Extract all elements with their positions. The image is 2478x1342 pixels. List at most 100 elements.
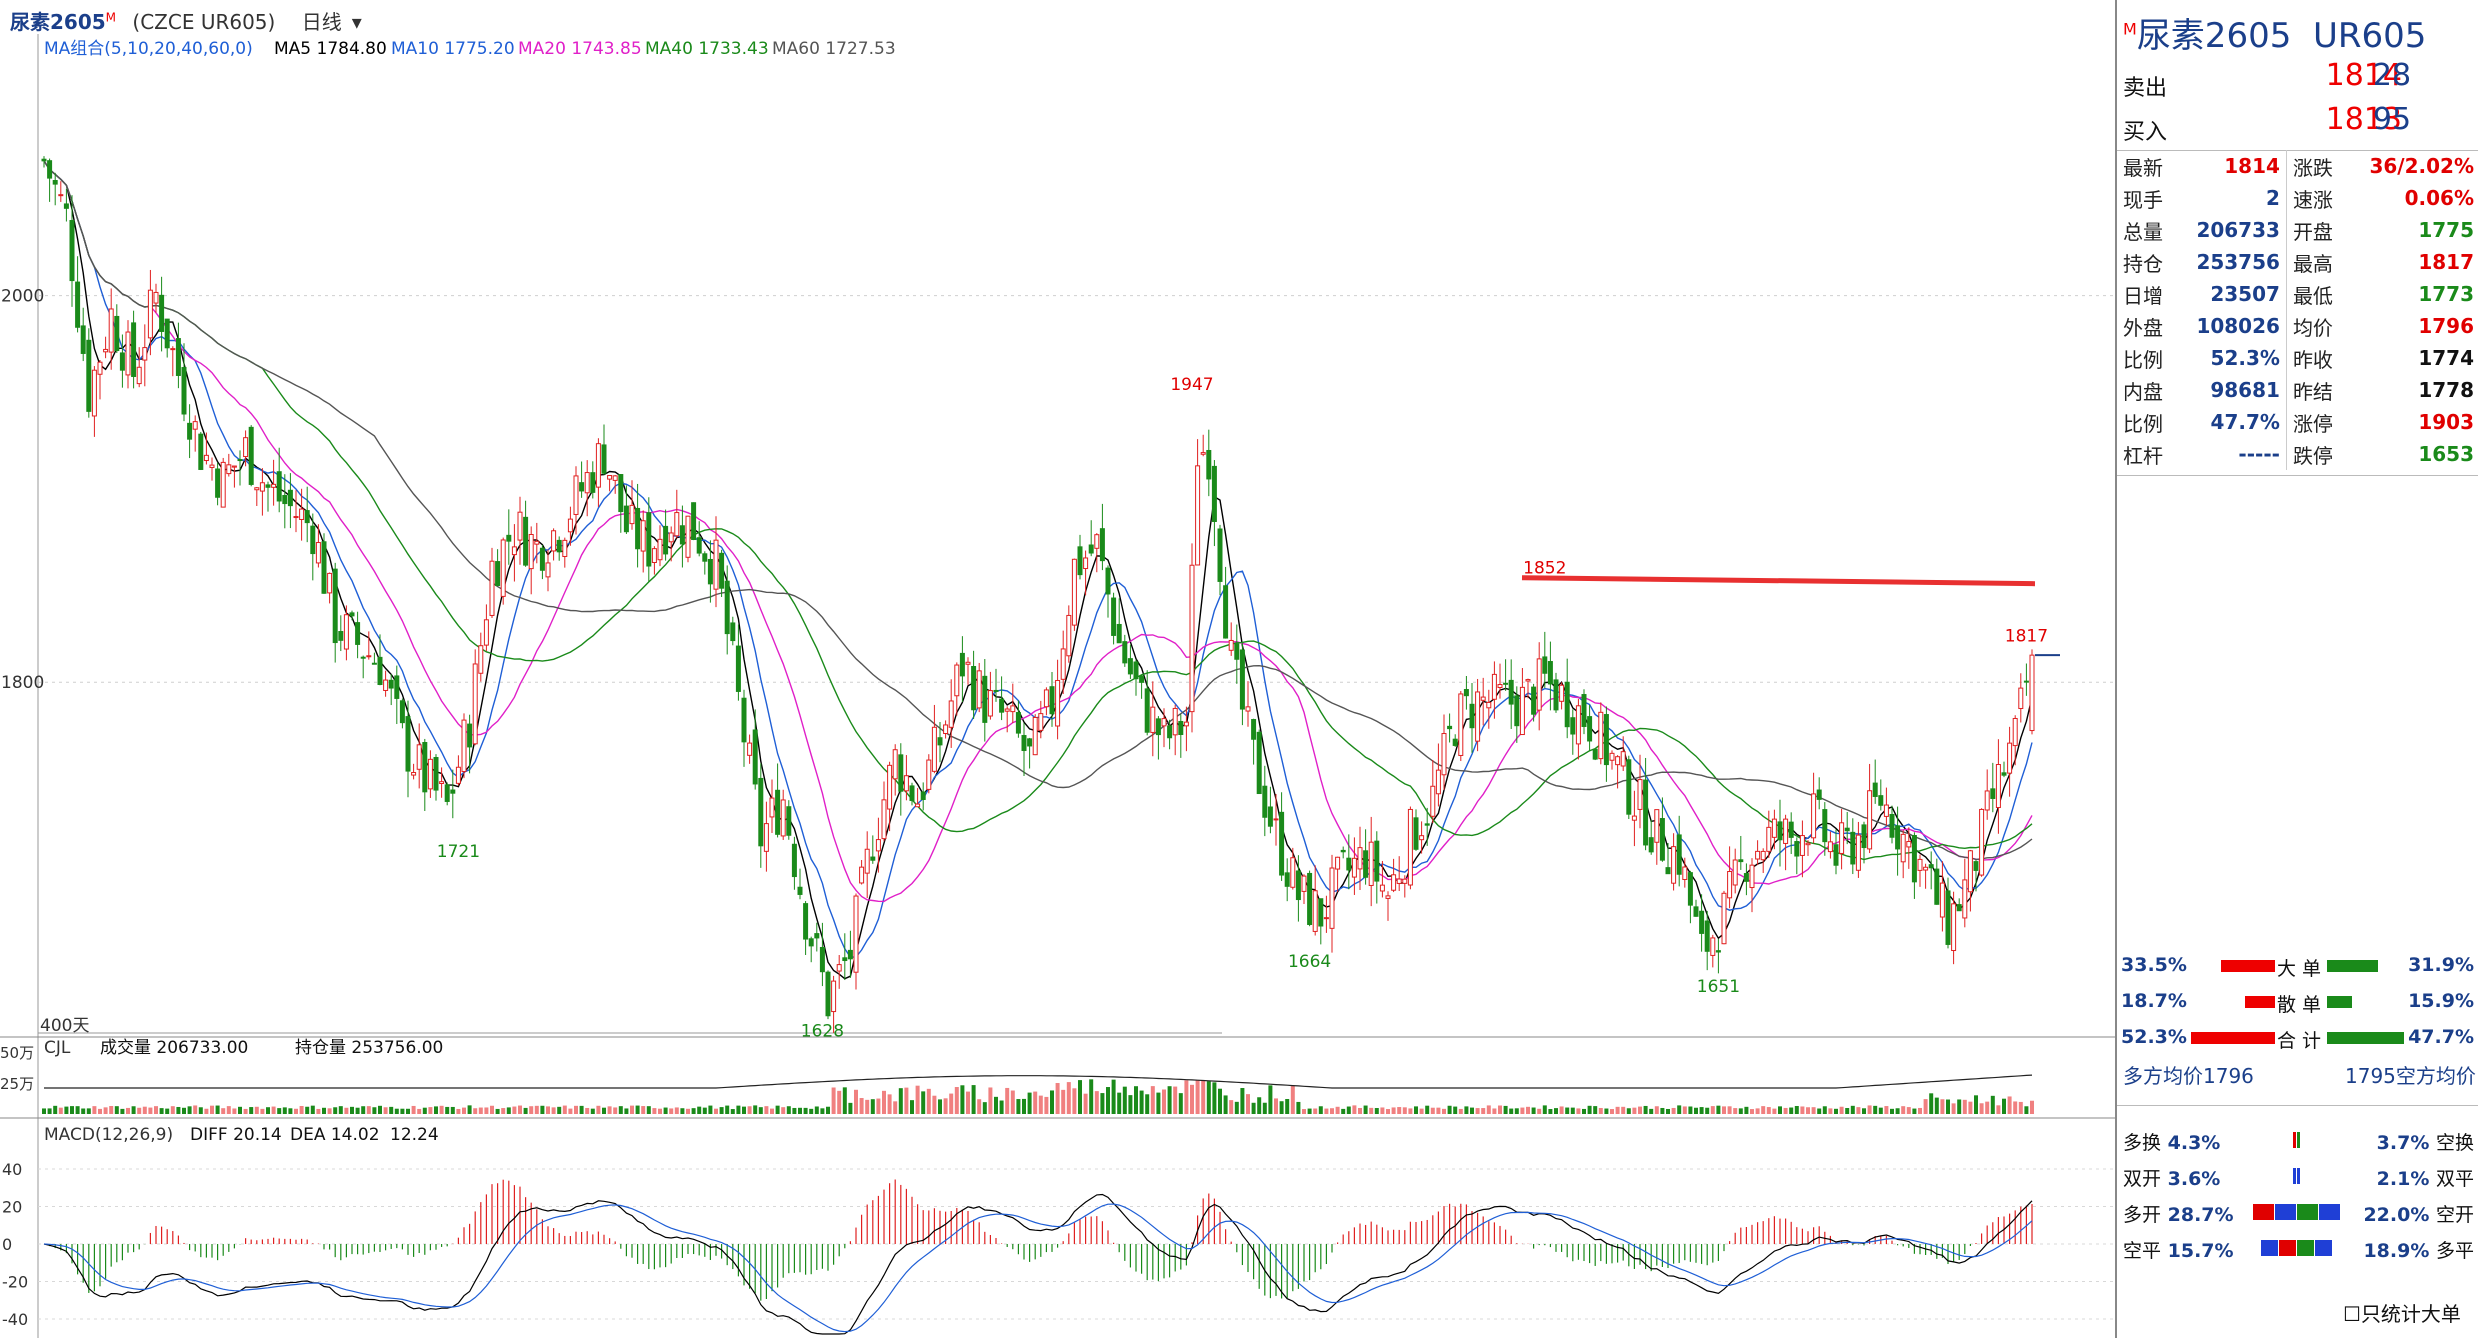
volume-bar bbox=[1262, 1102, 1267, 1114]
sell-row[interactable]: 卖出 1814 28 bbox=[2117, 58, 2478, 102]
candle-body bbox=[808, 938, 814, 947]
chart-area[interactable]: 1721 1628 1947 1664 1852 1651 1817 2000 1800 400… bbox=[0, 34, 2115, 1338]
volume-bar bbox=[820, 1108, 825, 1114]
candle-body bbox=[1553, 679, 1559, 711]
volume-bar bbox=[316, 1108, 321, 1114]
candle-body bbox=[1531, 686, 1537, 715]
quote-label: 外盘 bbox=[2123, 315, 2163, 340]
order-flow-left: 52.3% bbox=[2121, 1026, 2187, 1048]
quote-row: 持仓 253756 最高 1817 bbox=[2117, 246, 2478, 278]
volume-bar bbox=[1621, 1106, 1626, 1114]
candle-body bbox=[1357, 847, 1363, 870]
candle-body bbox=[1671, 846, 1677, 884]
candle-body bbox=[545, 562, 551, 578]
candle-body bbox=[1021, 735, 1027, 752]
volume-bar bbox=[383, 1107, 388, 1114]
quote-table: 最新 1814 涨跌 36/2.02% 现手 2 速涨 0.06% 总量 206733 开盘 1775… bbox=[2117, 150, 2478, 470]
quote-label: 现手 bbox=[2123, 187, 2163, 212]
volume-bar bbox=[42, 1108, 46, 1114]
volume-bar bbox=[333, 1107, 338, 1114]
buy-row[interactable]: 买入 1813 95 bbox=[2117, 102, 2478, 146]
candle-body bbox=[80, 325, 86, 354]
period-select[interactable]: 日线 ▾ bbox=[301, 9, 362, 34]
volume-bar bbox=[1447, 1105, 1452, 1114]
candle-body bbox=[696, 537, 702, 554]
candle-body bbox=[1475, 691, 1481, 742]
volume-bar bbox=[1223, 1095, 1228, 1114]
position-change-right: 18.9% 多平 bbox=[2363, 1236, 2474, 1263]
volume-bar bbox=[590, 1108, 595, 1114]
candle-body bbox=[1620, 751, 1626, 767]
candle-body bbox=[1340, 849, 1346, 853]
candle-body bbox=[1643, 779, 1649, 846]
volume-bar bbox=[938, 1099, 942, 1114]
chevron-down-icon: ▾ bbox=[351, 9, 362, 34]
quote-value: 1653 bbox=[2418, 442, 2474, 466]
candle-body bbox=[1895, 825, 1901, 850]
candle-body bbox=[343, 614, 349, 650]
volume-bar bbox=[1010, 1090, 1015, 1114]
order-flow-row: 52.3% 合 计 47.7% bbox=[2117, 1026, 2478, 1056]
volume-bar bbox=[282, 1107, 287, 1114]
candle-body bbox=[1083, 557, 1089, 570]
volume-bar bbox=[1638, 1106, 1642, 1114]
candle-body bbox=[1346, 857, 1352, 871]
quote-value: ----- bbox=[2176, 438, 2287, 470]
volume-bar bbox=[1632, 1107, 1637, 1114]
quote-label: 杠杆 bbox=[2123, 443, 2163, 468]
candle-body bbox=[668, 532, 674, 543]
volume-bar bbox=[450, 1106, 455, 1114]
volume-bar bbox=[971, 1085, 976, 1114]
volume-bar bbox=[1727, 1106, 1732, 1114]
position-change-label: 双平 bbox=[2435, 1168, 2474, 1190]
volume-bar bbox=[1845, 1108, 1850, 1114]
candle-body bbox=[1508, 679, 1514, 705]
volume-bar bbox=[781, 1107, 786, 1114]
candle-body bbox=[103, 348, 109, 353]
candle-body bbox=[702, 553, 708, 562]
candle-body bbox=[1189, 564, 1195, 713]
volume-bar bbox=[1072, 1088, 1077, 1114]
volume-tick-label: 50万 bbox=[0, 1044, 34, 1062]
candle-body bbox=[987, 690, 993, 717]
candle-body bbox=[1396, 878, 1402, 884]
volume-bar bbox=[831, 1087, 836, 1114]
volume-bar bbox=[529, 1106, 534, 1114]
volume-bar bbox=[887, 1094, 892, 1114]
candle-body bbox=[859, 866, 865, 884]
candle-body bbox=[422, 742, 428, 793]
volume-bar bbox=[1800, 1106, 1805, 1114]
candle-body bbox=[1351, 857, 1357, 878]
volume-bar bbox=[305, 1106, 310, 1114]
volume-bar bbox=[1503, 1105, 1508, 1114]
quote-row: 比例 47.7% 涨停 1903 bbox=[2117, 406, 2478, 438]
volume-bar bbox=[484, 1107, 489, 1114]
long-avg-price: 多方均价1796 bbox=[2123, 1064, 2254, 1088]
volume-bar bbox=[310, 1105, 315, 1114]
only-big-orders-checkbox[interactable]: ☐只统计大单 bbox=[2343, 1302, 2461, 1326]
volume-bar bbox=[1302, 1109, 1306, 1114]
volume-bar bbox=[702, 1107, 707, 1114]
volume-bar bbox=[58, 1107, 63, 1114]
candle-body bbox=[819, 946, 825, 973]
candle-body bbox=[663, 525, 669, 555]
candle-body bbox=[1077, 546, 1083, 576]
volume-bar bbox=[1044, 1096, 1049, 1114]
candle-body bbox=[1811, 793, 1817, 839]
candle-body bbox=[1979, 808, 1985, 876]
position-change-value: 3.6% bbox=[2161, 1168, 2221, 1190]
candle-body bbox=[1805, 842, 1811, 846]
price-annotation: 1651 bbox=[1697, 977, 1740, 997]
order-flow-row: 18.7% 散 单 15.9% bbox=[2117, 990, 2478, 1020]
volume-bar bbox=[1330, 1108, 1334, 1114]
order-flow-box bbox=[2117, 475, 2478, 946]
candle-body bbox=[584, 472, 590, 494]
volume-bar bbox=[142, 1106, 147, 1114]
volume-bar bbox=[1996, 1105, 2001, 1114]
candle-body bbox=[433, 757, 439, 791]
volume-bar bbox=[926, 1088, 931, 1114]
candle-body bbox=[1469, 703, 1475, 729]
quote-label: 速涨 bbox=[2292, 187, 2333, 212]
position-change-row: 多换 4.3% 3.7% 空换 bbox=[2117, 1128, 2478, 1158]
